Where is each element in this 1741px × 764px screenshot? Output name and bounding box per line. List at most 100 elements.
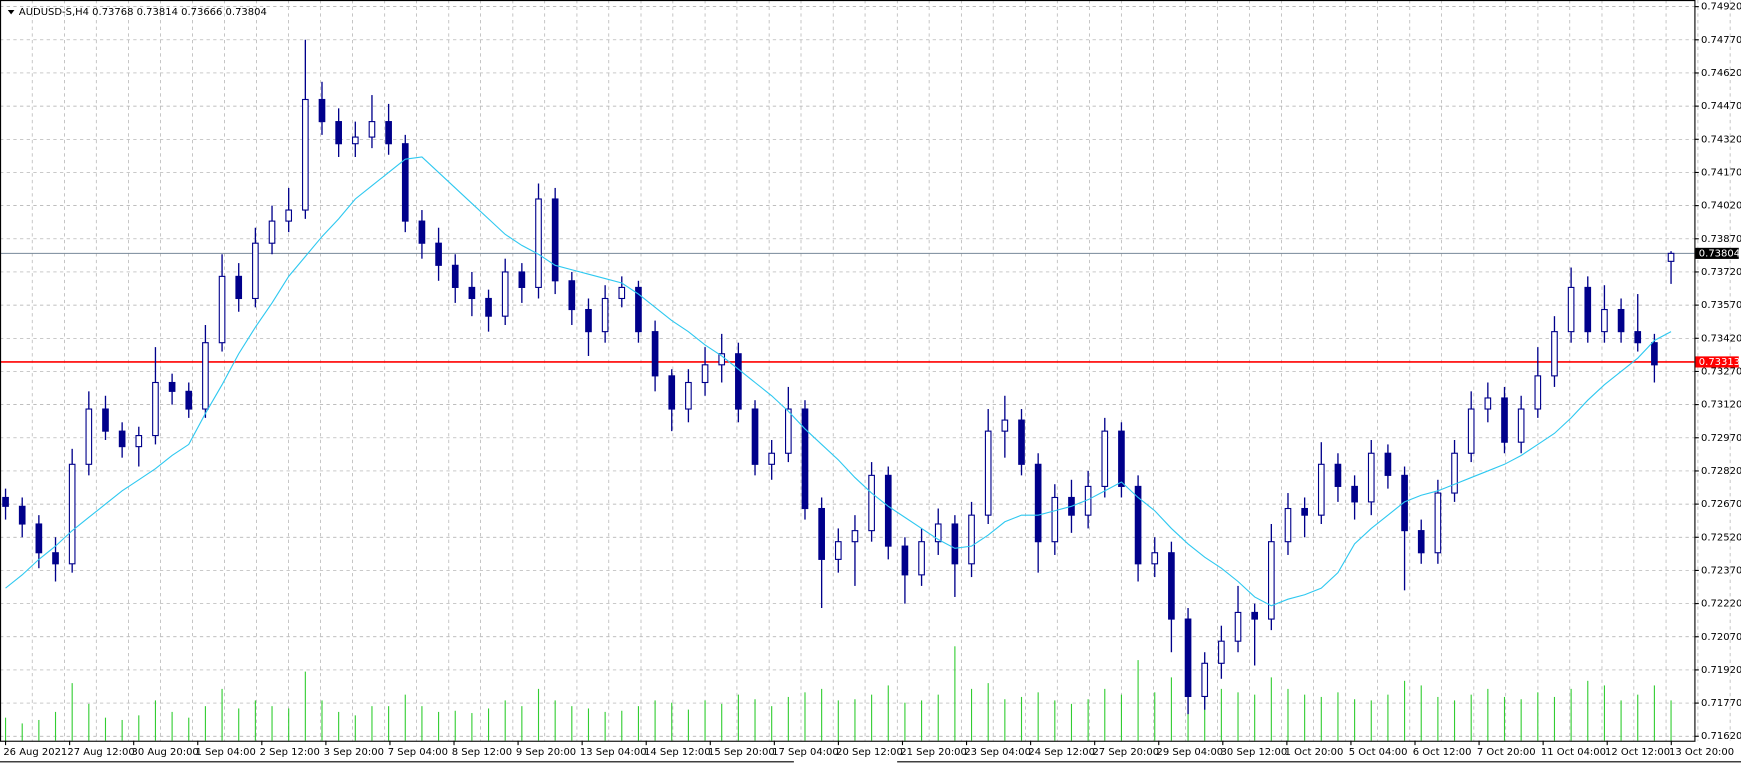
y-tick-label: 0.72970 <box>1701 433 1741 444</box>
candle-body <box>1401 474 1408 532</box>
candle-body <box>418 220 426 244</box>
candle-body <box>368 121 376 138</box>
y-tick-label: 0.74770 <box>1701 35 1741 46</box>
candle-body <box>868 474 875 532</box>
x-tick-label: 27 Sep 20:00 <box>1092 747 1159 758</box>
x-tick-label: 7 Oct 20:00 <box>1477 747 1536 758</box>
candle-body <box>1517 408 1525 443</box>
candle-body <box>1284 507 1292 543</box>
candle-body <box>202 342 209 410</box>
candle-body <box>785 408 792 454</box>
candle-body <box>451 264 459 288</box>
candle-body <box>1267 541 1275 620</box>
candle-body <box>951 523 959 565</box>
y-tick-label: 0.73870 <box>1701 234 1741 245</box>
candle-body <box>518 271 526 288</box>
candle-body <box>252 242 259 300</box>
candle-body <box>1351 485 1358 503</box>
candle-body <box>1384 452 1392 476</box>
y-tick-label: 0.72820 <box>1701 466 1741 477</box>
candle-body <box>335 121 342 145</box>
candle-body <box>801 408 809 510</box>
candle-body <box>901 545 909 576</box>
x-tick-label: 17 Sep 04:00 <box>772 747 839 758</box>
x-tick-label: 7 Sep 04:00 <box>388 747 448 758</box>
candle-body <box>1584 286 1592 333</box>
y-tick-label: 0.73120 <box>1701 400 1741 411</box>
candle-body <box>152 381 159 437</box>
candle-body <box>218 275 226 344</box>
level-line-label: 0.73313 <box>1699 357 1740 368</box>
x-tick-label: 21 Sep 20:00 <box>900 747 967 758</box>
candle-body <box>485 297 492 317</box>
x-tick-label: 14 Sep 12:00 <box>644 747 711 758</box>
level-layer <box>0 252 1695 363</box>
y-tick-label: 0.74320 <box>1701 134 1741 145</box>
y-tick-label: 0.71620 <box>1701 731 1741 742</box>
candle-body <box>718 353 726 366</box>
y-tick-label: 0.72070 <box>1701 632 1741 643</box>
candle-body <box>1667 252 1675 262</box>
candle-layer <box>2 39 1675 715</box>
candle-body <box>551 198 559 282</box>
bid-line-tag <box>1695 247 1739 259</box>
candle-body <box>851 530 859 543</box>
candle-body <box>918 541 925 576</box>
x-tick-label: 29 Sep 04:00 <box>1157 747 1224 758</box>
x-tick-label: 11 Oct 04:00 <box>1541 747 1606 758</box>
candle-body <box>351 136 359 145</box>
candle-body <box>535 198 542 288</box>
y-tick-label: 0.74620 <box>1701 68 1741 79</box>
x-tick-label: 6 Oct 12:00 <box>1413 747 1472 758</box>
candle-body <box>1201 662 1209 698</box>
candle-body <box>984 430 992 516</box>
menu-triangle[interactable] <box>7 9 15 15</box>
candle-body <box>2 496 9 507</box>
x-tick-label: 30 Aug 20:00 <box>131 747 198 758</box>
x-tick-label: 27 Aug 12:00 <box>67 747 134 758</box>
candle-body <box>1634 331 1642 344</box>
x-tick-label: 23 Sep 04:00 <box>964 747 1031 758</box>
candle-body <box>1001 419 1009 432</box>
y-tick-label: 0.72370 <box>1701 565 1741 576</box>
level-line-tag <box>1695 356 1739 368</box>
candle-body <box>168 381 176 392</box>
candle-body <box>1451 452 1458 494</box>
bid-line-label: 0.73804 <box>1699 248 1740 259</box>
x-tick-label: 12 Oct 12:00 <box>1605 747 1670 758</box>
candle-body <box>1168 552 1175 620</box>
y-tick-label: 0.74920 <box>1701 2 1741 13</box>
candle-body <box>685 381 692 410</box>
grid <box>0 0 1731 741</box>
candle-body <box>1317 463 1325 516</box>
candle-body <box>185 390 193 410</box>
candle-body <box>1301 507 1308 516</box>
candle-body <box>768 452 776 465</box>
x-tick-label: 30 Sep 12:00 <box>1221 747 1288 758</box>
candle-body <box>1051 496 1059 543</box>
candle-body <box>1101 430 1109 487</box>
candle-body <box>1367 452 1375 503</box>
candle-body <box>701 364 709 384</box>
candle-body <box>318 98 326 123</box>
x-tick-label: 13 Sep 04:00 <box>580 747 647 758</box>
x-tick-label: 24 Sep 12:00 <box>1028 747 1095 758</box>
y-tick-label: 0.74170 <box>1701 167 1741 178</box>
candle-body <box>135 435 143 448</box>
x-tick-label: 9 Sep 20:00 <box>516 747 576 758</box>
plot-frame <box>0 0 1696 742</box>
y-tick-label: 0.71770 <box>1701 698 1741 709</box>
x-tick-label: 2 Sep 12:00 <box>260 747 320 758</box>
candle-body <box>1151 552 1159 565</box>
candle-body <box>52 552 59 565</box>
candle-body <box>1334 463 1342 487</box>
candle-body <box>1534 375 1542 410</box>
candle-body <box>385 121 392 145</box>
candle-body <box>635 286 642 333</box>
y-tick-label: 0.71920 <box>1701 665 1741 676</box>
candle-body <box>1118 430 1125 487</box>
candle-body <box>1018 419 1025 465</box>
candle-body <box>651 331 659 377</box>
candle-body <box>1218 640 1225 664</box>
